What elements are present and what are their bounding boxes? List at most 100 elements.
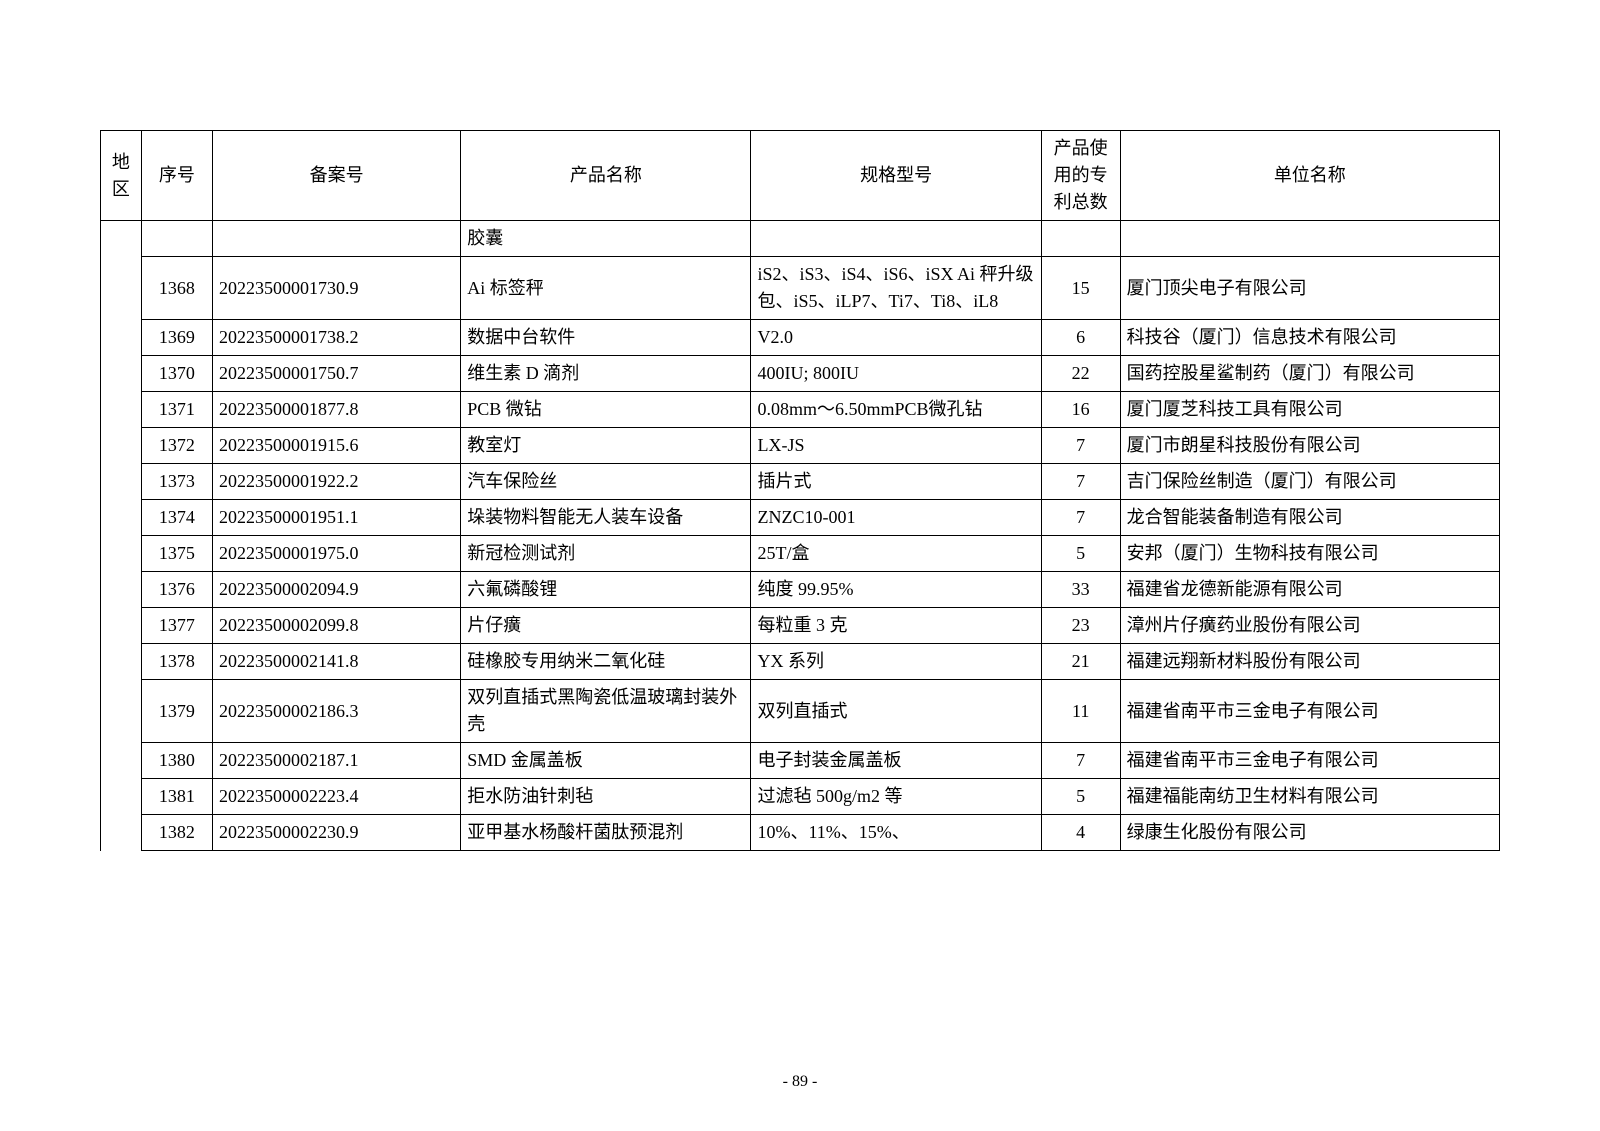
cell-unit: 厦门厦芝科技工具有限公司 (1120, 392, 1499, 428)
cell-name: 硅橡胶专用纳米二氧化硅 (461, 644, 751, 680)
cell-patent: 7 (1041, 428, 1120, 464)
cell-spec: iS2、iS3、iS4、iS6、iSX Ai 秤升级包、iS5、iLP7、Ti7… (751, 257, 1041, 320)
cell-code: 20223500002223.4 (213, 779, 461, 815)
cell-seq: 1379 (141, 680, 212, 743)
cell-spec: 插片式 (751, 464, 1041, 500)
header-unit: 单位名称 (1120, 131, 1499, 221)
cell-patent: 15 (1041, 257, 1120, 320)
cell-spec: 电子封装金属盖板 (751, 743, 1041, 779)
cell-spec: 过滤毡 500g/m2 等 (751, 779, 1041, 815)
cell-seq: 1368 (141, 257, 212, 320)
table-row: 137120223500001877.8PCB 微钻0.08mm～6.50mmP… (101, 392, 1500, 428)
cell-seq: 1372 (141, 428, 212, 464)
cell-code: 20223500001915.6 (213, 428, 461, 464)
cell-seq: 1370 (141, 356, 212, 392)
cell-unit: 厦门顶尖电子有限公司 (1120, 257, 1499, 320)
cell-spec: YX 系列 (751, 644, 1041, 680)
cell-patent: 5 (1041, 779, 1120, 815)
header-name: 产品名称 (461, 131, 751, 221)
cell-code: 20223500001951.1 (213, 500, 461, 536)
cell-code: 20223500002094.9 (213, 572, 461, 608)
cell-seq: 1382 (141, 815, 212, 851)
cell-seq: 1375 (141, 536, 212, 572)
table-row: 136920223500001738.2数据中台软件V2.06科技谷（厦门）信息… (101, 320, 1500, 356)
cell-code: 20223500001975.0 (213, 536, 461, 572)
cell-seq: 1381 (141, 779, 212, 815)
table-row: 138120223500002223.4拒水防油针刺毡过滤毡 500g/m2 等… (101, 779, 1500, 815)
cell-name: 教室灯 (461, 428, 751, 464)
table-row: 138020223500002187.1SMD 金属盖板电子封装金属盖板7福建省… (101, 743, 1500, 779)
cell-spec (751, 221, 1041, 257)
table-row: 137920223500002186.3双列直插式黑陶瓷低温玻璃封装外壳双列直插… (101, 680, 1500, 743)
cell-unit: 安邦（厦门）生物科技有限公司 (1120, 536, 1499, 572)
cell-code: 20223500001750.7 (213, 356, 461, 392)
cell-patent: 6 (1041, 320, 1120, 356)
table-row: 137820223500002141.8硅橡胶专用纳米二氧化硅YX 系列21福建… (101, 644, 1500, 680)
header-spec: 规格型号 (751, 131, 1041, 221)
table-row: 137220223500001915.6教室灯LX-JS7厦门市朗星科技股份有限… (101, 428, 1500, 464)
cell-spec: 400IU; 800IU (751, 356, 1041, 392)
cell-seq: 1369 (141, 320, 212, 356)
cell-seq (141, 221, 212, 257)
cell-spec: 纯度 99.95% (751, 572, 1041, 608)
table-row: 137020223500001750.7维生素 D 滴剂400IU; 800IU… (101, 356, 1500, 392)
cell-unit: 绿康生化股份有限公司 (1120, 815, 1499, 851)
table-row: 胶囊 (101, 221, 1500, 257)
cell-name: 汽车保险丝 (461, 464, 751, 500)
cell-name: 亚甲基水杨酸杆菌肽预混剂 (461, 815, 751, 851)
header-seq: 序号 (141, 131, 212, 221)
cell-unit: 科技谷（厦门）信息技术有限公司 (1120, 320, 1499, 356)
cell-patent: 16 (1041, 392, 1120, 428)
cell-patent: 33 (1041, 572, 1120, 608)
cell-name: 拒水防油针刺毡 (461, 779, 751, 815)
cell-patent: 5 (1041, 536, 1120, 572)
cell-patent (1041, 221, 1120, 257)
cell-unit: 厦门市朗星科技股份有限公司 (1120, 428, 1499, 464)
cell-code: 20223500001922.2 (213, 464, 461, 500)
table-row: 137520223500001975.0新冠检测试剂25T/盒5安邦（厦门）生物… (101, 536, 1500, 572)
cell-name: 双列直插式黑陶瓷低温玻璃封装外壳 (461, 680, 751, 743)
cell-code: 20223500002186.3 (213, 680, 461, 743)
table-row: 137620223500002094.9六氟磷酸锂纯度 99.95%33福建省龙… (101, 572, 1500, 608)
cell-region (101, 221, 142, 851)
cell-code (213, 221, 461, 257)
table-row: 138220223500002230.9亚甲基水杨酸杆菌肽预混剂10%、11%、… (101, 815, 1500, 851)
cell-unit: 福建远翔新材料股份有限公司 (1120, 644, 1499, 680)
cell-name: Ai 标签秤 (461, 257, 751, 320)
cell-name: PCB 微钻 (461, 392, 751, 428)
cell-seq: 1377 (141, 608, 212, 644)
cell-spec: 10%、11%、15%、 (751, 815, 1041, 851)
cell-name: 片仔癀 (461, 608, 751, 644)
cell-patent: 21 (1041, 644, 1120, 680)
cell-seq: 1374 (141, 500, 212, 536)
cell-seq: 1380 (141, 743, 212, 779)
cell-code: 20223500002187.1 (213, 743, 461, 779)
cell-code: 20223500002141.8 (213, 644, 461, 680)
header-patent: 产品使用的专利总数 (1041, 131, 1120, 221)
table-row: 136820223500001730.9Ai 标签秤iS2、iS3、iS4、iS… (101, 257, 1500, 320)
cell-seq: 1378 (141, 644, 212, 680)
cell-code: 20223500001730.9 (213, 257, 461, 320)
cell-patent: 22 (1041, 356, 1120, 392)
cell-name: SMD 金属盖板 (461, 743, 751, 779)
cell-patent: 7 (1041, 500, 1120, 536)
cell-code: 20223500002099.8 (213, 608, 461, 644)
cell-seq: 1376 (141, 572, 212, 608)
cell-unit: 吉门保险丝制造（厦门）有限公司 (1120, 464, 1499, 500)
cell-unit (1120, 221, 1499, 257)
header-code: 备案号 (213, 131, 461, 221)
cell-code: 20223500001738.2 (213, 320, 461, 356)
header-region: 地区 (101, 131, 142, 221)
cell-spec: 25T/盒 (751, 536, 1041, 572)
cell-patent: 23 (1041, 608, 1120, 644)
cell-seq: 1373 (141, 464, 212, 500)
cell-unit: 漳州片仔癀药业股份有限公司 (1120, 608, 1499, 644)
cell-spec: 双列直插式 (751, 680, 1041, 743)
cell-name: 胶囊 (461, 221, 751, 257)
cell-unit: 福建福能南纺卫生材料有限公司 (1120, 779, 1499, 815)
cell-unit: 龙合智能装备制造有限公司 (1120, 500, 1499, 536)
table-row: 137320223500001922.2汽车保险丝插片式7吉门保险丝制造（厦门）… (101, 464, 1500, 500)
cell-name: 数据中台软件 (461, 320, 751, 356)
cell-name: 垛装物料智能无人装车设备 (461, 500, 751, 536)
cell-spec: 0.08mm～6.50mmPCB微孔钻 (751, 392, 1041, 428)
